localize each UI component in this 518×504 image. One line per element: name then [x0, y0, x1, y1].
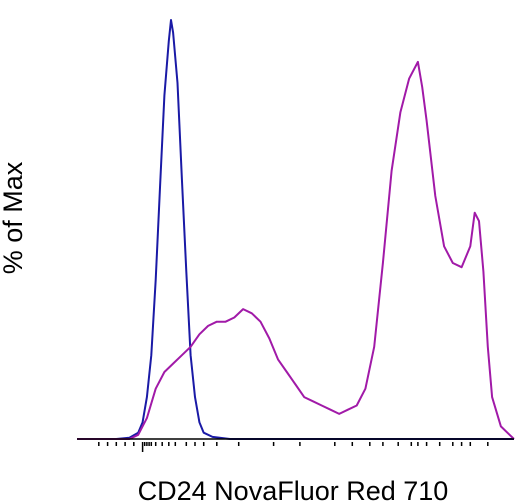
y-axis-label: % of Max [0, 161, 28, 274]
x-axis-ticks [98, 442, 489, 452]
x-axis-label: CD24 NovaFluor Red 710 [138, 476, 449, 504]
histogram-series-1 [77, 19, 514, 440]
histogram-series-2 [77, 60, 515, 440]
plot-area [77, 19, 515, 440]
